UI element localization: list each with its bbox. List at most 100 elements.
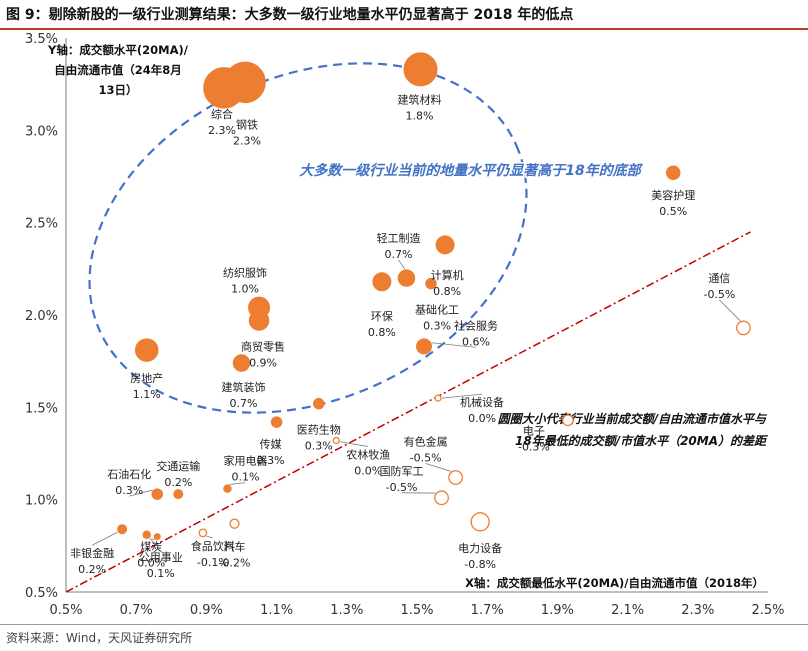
point-label-name: 轻工制造	[376, 231, 420, 245]
point-label-name: 钢铁	[236, 118, 258, 131]
point-label-name: 计算机	[431, 268, 464, 282]
point-label-diff: 0.2%	[78, 563, 106, 576]
bubble-filled	[403, 52, 438, 87]
point-label-name: 综合	[211, 107, 233, 121]
bubble-hollow	[448, 470, 464, 485]
point-label-name: 社会服务	[454, 318, 498, 332]
point-label-name: 煤炭	[140, 541, 162, 554]
point-label-name: 公用事业	[139, 551, 183, 564]
point-label-diff: 0.0%	[137, 557, 165, 570]
point-label-diff: 0.1%	[231, 471, 259, 484]
leader-line	[431, 342, 477, 348]
y-tick-label: 1.0%	[25, 494, 58, 509]
x-tick-label: 2.1%	[611, 603, 644, 618]
point-label-diff: 0.0%	[468, 412, 496, 425]
bubble-filled	[416, 338, 433, 355]
bubble-hollow	[562, 414, 574, 427]
point-label-name: 美容护理	[651, 188, 695, 202]
bubble-filled	[142, 530, 151, 540]
point-label-diff: 0.0%	[354, 465, 382, 478]
point-label-diff: 0.3%	[305, 440, 333, 453]
point-label-diff: 0.7%	[230, 397, 258, 410]
point-label-diff: 0.3%	[257, 454, 285, 467]
point-label-name: 家用电器	[223, 454, 267, 468]
y-tick-label: 3.5%	[25, 32, 58, 47]
leader-line	[206, 535, 213, 539]
y-tick-label: 2.0%	[25, 309, 58, 324]
size-note-line2: 18年最低的成交额/市值水平（20MA）的差距	[515, 434, 768, 448]
reference-line-y-equals-x	[65, 231, 751, 593]
point-label-name: 食品饮料	[191, 539, 235, 553]
y-axis-title-line: 13日）	[98, 83, 137, 97]
bubble-filled	[665, 165, 681, 181]
x-tick-label: 1.7%	[471, 603, 504, 618]
point-label-name: 通信	[708, 272, 730, 285]
point-label-diff: -0.8%	[464, 558, 496, 571]
x-tick-label: 0.9%	[190, 603, 223, 618]
bubble-filled	[248, 310, 270, 331]
leader-line	[91, 531, 118, 546]
point-label-diff: -0.2%	[219, 557, 251, 570]
y-axis-title-line: 自由流通市值（24年8月	[54, 63, 182, 77]
point-label-name: 医药生物	[297, 423, 341, 437]
bubble-hollow	[198, 528, 208, 538]
source-note: 资料来源：Wind，天风证券研究所	[6, 631, 193, 645]
point-label-diff: 0.6%	[462, 335, 490, 348]
point-label-diff: 0.2%	[164, 476, 192, 489]
point-label-name: 国防军工	[380, 464, 424, 478]
leader-line	[719, 299, 741, 322]
bubble-filled	[270, 416, 283, 428]
y-axis-title-line: Y轴：成交额水平(20MA)/	[47, 43, 189, 57]
bubble-hollow	[434, 490, 449, 506]
point-label-diff: -0.5%	[703, 288, 735, 301]
point-label-name: 汽车	[223, 540, 245, 554]
point-label-name: 建筑装饰	[222, 380, 266, 394]
point-label-diff: 0.3%	[423, 320, 451, 333]
leader-line	[129, 489, 153, 497]
x-tick-label: 1.3%	[330, 603, 363, 618]
bubble-filled	[153, 533, 161, 541]
bubble-filled	[151, 488, 164, 500]
x-tick-label: 1.1%	[260, 603, 293, 618]
point-label-name: 商贸零售	[241, 340, 285, 354]
y-tick-label: 3.0%	[25, 124, 58, 139]
point-label-name: 建筑材料	[398, 92, 442, 106]
bubble-hollow	[229, 518, 240, 529]
point-label-diff: 1.1%	[133, 388, 161, 401]
bubble-filled	[173, 489, 184, 500]
point-label-diff: -0.3%	[518, 440, 550, 453]
point-label-diff: 1.0%	[231, 283, 259, 296]
point-label-diff: 0.1%	[147, 567, 175, 580]
y-tick-label: 1.5%	[25, 401, 58, 416]
bubble-hollow	[332, 436, 340, 445]
point-label-diff: 2.3%	[233, 134, 261, 147]
y-tick-label: 0.5%	[25, 586, 58, 601]
point-label-name: 有色金属	[404, 435, 448, 449]
point-label-name: 环保	[371, 309, 393, 323]
point-label-diff: -0.1%	[197, 556, 229, 569]
point-label-name: 传媒	[260, 438, 282, 451]
leader-line	[442, 393, 483, 399]
title-rule	[0, 28, 808, 30]
point-label-name: 机械设备	[460, 395, 504, 409]
bubble-hollow	[434, 394, 442, 402]
grouping-ellipse	[88, 62, 528, 414]
x-axis-title: X轴：成交额最低水平(20MA)/自由流通市值（2018年）	[465, 576, 764, 590]
x-tick-label: 0.7%	[120, 603, 153, 618]
bubble-filled	[117, 524, 128, 535]
ellipse-annotation: 大多数一级行业当前的地量水平仍显著高于18年的底部	[299, 162, 643, 179]
source-rule	[0, 624, 808, 625]
point-label-diff: 0.8%	[433, 285, 461, 298]
point-label-name: 电子	[523, 424, 545, 437]
x-tick-label: 1.9%	[541, 603, 574, 618]
bubble-hollow	[470, 512, 490, 532]
bubble-hollow	[736, 320, 751, 336]
x-tick-label: 1.5%	[400, 603, 433, 618]
point-label-name: 交通运输	[156, 459, 200, 473]
point-label-name: 基础化工	[415, 303, 459, 317]
point-label-diff: 0.3%	[115, 484, 143, 497]
point-label-diff: -0.5%	[386, 481, 418, 494]
point-label-name: 电力设备	[458, 541, 502, 555]
point-label-name: 农林牧渔	[346, 448, 390, 462]
